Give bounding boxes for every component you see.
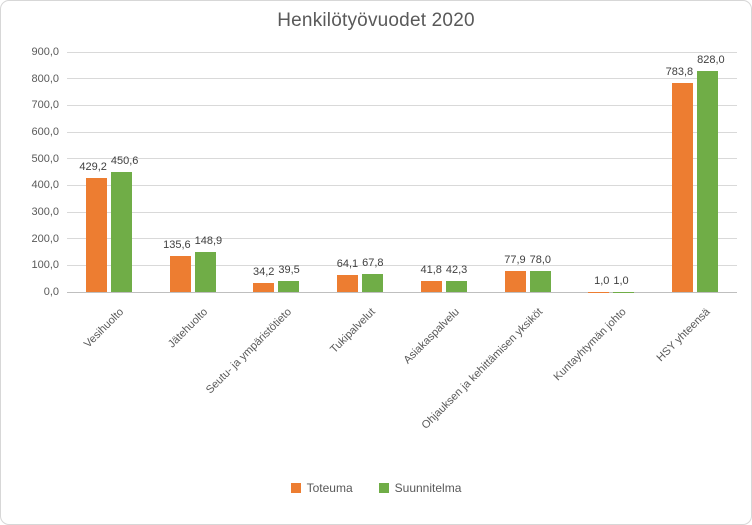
value-label-toteuma-6: 1,0	[594, 274, 610, 287]
value-label-toteuma-5: 77,9	[504, 254, 526, 267]
x-category-label-6: Kuntayhtymän johto	[551, 306, 629, 384]
value-label-toteuma-2: 34,2	[252, 265, 275, 278]
value-label-suunnitelma-1: 148,9	[194, 235, 223, 248]
value-label-suunnitelma-4: 42,3	[445, 263, 468, 276]
legend-item-suunnitelma: Suunnitelma	[378, 481, 462, 495]
value-label-suunnitelma-0: 450,6	[110, 154, 139, 167]
bar-suunnitelma-7	[697, 71, 719, 292]
gridline	[67, 104, 737, 106]
bar-toteuma-7	[672, 82, 694, 292]
bar-suunnitelma-4	[445, 280, 467, 292]
y-tick-label: 800,0	[31, 72, 59, 85]
x-category-label-2: Seutu- ja ympäristötieto	[203, 306, 294, 397]
value-label-suunnitelma-5: 78,0	[529, 254, 552, 267]
bar-toteuma-2	[253, 282, 275, 292]
legend-label: Suunnitelma	[394, 481, 462, 495]
gridline	[67, 184, 737, 186]
gridline	[67, 158, 737, 160]
bar-suunnitelma-2	[278, 281, 300, 292]
gridline	[67, 264, 737, 266]
y-tick-label: 500,0	[31, 152, 59, 165]
value-label-toteuma-0: 429,2	[79, 160, 107, 173]
chart-title: Henkilötyövuodet 2020	[277, 10, 475, 31]
value-label-toteuma-7: 783,8	[665, 65, 694, 78]
x-category-label-0: Vesihuolto	[81, 306, 127, 351]
y-tick-label: 400,0	[31, 179, 59, 192]
x-axis-line	[67, 291, 737, 293]
gridline	[67, 131, 737, 133]
value-label-suunnitelma-3: 67,8	[362, 256, 384, 269]
bar-suunnitelma-5	[529, 271, 551, 292]
gridline	[67, 51, 737, 53]
value-label-suunnitelma-6: 1,0	[613, 274, 629, 287]
legend-label: Toteuma	[306, 481, 353, 495]
y-tick-label: 0,0	[43, 286, 59, 298]
bar-toteuma-3	[337, 274, 359, 292]
legend-item-toteuma: Toteuma	[290, 481, 353, 495]
value-label-toteuma-3: 64,1	[336, 257, 359, 270]
x-category-label-7: HSY yhteensä	[654, 306, 713, 365]
legend-swatch-suunnitelma	[378, 483, 389, 493]
x-category-label-4: Asiakaspalvelu	[400, 306, 462, 367]
y-tick-label: 700,0	[31, 99, 59, 112]
gridline	[67, 78, 737, 80]
y-tick-label: 300,0	[31, 206, 59, 218]
gridline	[67, 238, 737, 240]
y-tick-label: 900,0	[31, 46, 59, 58]
value-label-suunnitelma-7: 828,0	[697, 54, 725, 67]
gridline	[67, 211, 737, 213]
value-label-toteuma-1: 135,6	[163, 238, 191, 251]
y-tick-label: 100,0	[31, 259, 59, 272]
value-label-toteuma-4: 41,8	[420, 263, 442, 276]
bar-toteuma-0	[85, 177, 107, 292]
value-label-suunnitelma-2: 39,5	[278, 264, 300, 277]
bar-suunnitelma-1	[194, 252, 216, 292]
bar-toteuma-1	[169, 255, 191, 292]
bar-toteuma-4	[420, 280, 442, 292]
x-category-label-3: Tukipalvelut	[327, 306, 378, 356]
x-category-label-1: Jätehuolto	[165, 306, 211, 351]
y-tick-label: 200,0	[31, 232, 59, 245]
legend: Toteuma Suunnitelma	[1, 479, 751, 497]
y-tick-label: 600,0	[31, 126, 59, 138]
bar-suunnitelma-0	[110, 171, 132, 292]
bar-suunnitelma-3	[362, 273, 384, 292]
legend-swatch-toteuma	[290, 483, 301, 493]
bar-toteuma-5	[504, 271, 526, 292]
